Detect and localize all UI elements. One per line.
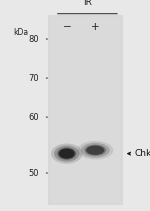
Text: kDa: kDa	[14, 28, 28, 37]
Text: 60: 60	[28, 113, 39, 122]
Text: Chk1: Chk1	[134, 149, 150, 158]
Ellipse shape	[84, 145, 106, 156]
Ellipse shape	[77, 141, 113, 160]
Text: 50: 50	[28, 169, 39, 177]
Ellipse shape	[59, 149, 75, 159]
Text: 80: 80	[28, 35, 39, 43]
Text: +: +	[91, 22, 100, 32]
Text: −: −	[62, 22, 71, 32]
Bar	[51, 17, 120, 203]
Ellipse shape	[57, 147, 76, 160]
Ellipse shape	[54, 146, 79, 162]
Ellipse shape	[86, 146, 104, 155]
Text: IR: IR	[83, 0, 92, 7]
Ellipse shape	[51, 143, 83, 164]
Text: 70: 70	[28, 74, 39, 83]
Ellipse shape	[81, 143, 110, 158]
Bar	[48, 15, 123, 205]
